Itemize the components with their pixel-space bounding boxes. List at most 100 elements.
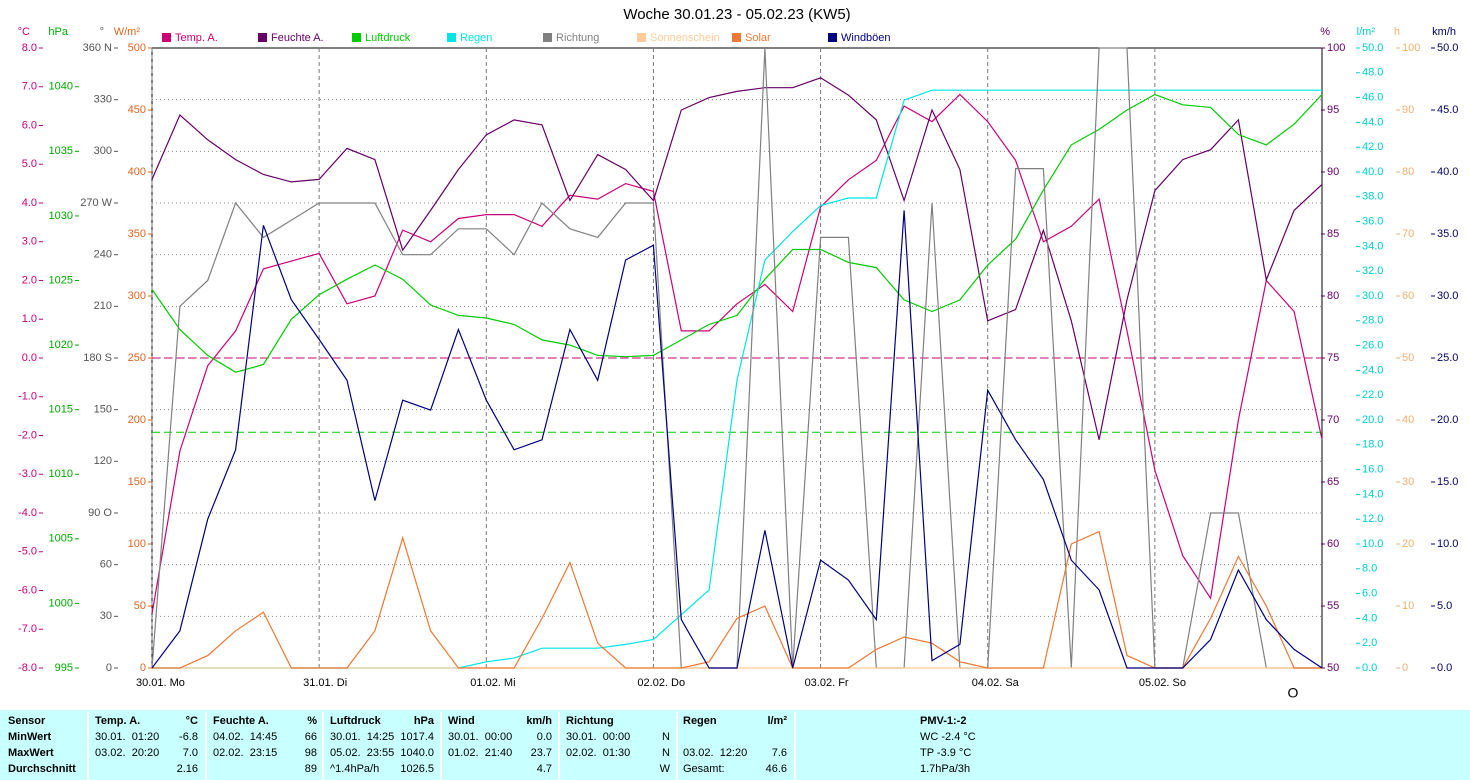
table-value: W: [660, 763, 671, 775]
y-tick-label: 20.0: [1362, 414, 1383, 426]
y-tick-label: 80: [1327, 290, 1339, 302]
legend-swatch: [543, 33, 552, 42]
x-tick-label: 04.02. Sa: [972, 677, 1020, 689]
x-tick-label: 31.01. Di: [303, 677, 347, 689]
y-tick-label: 38.0: [1362, 191, 1383, 203]
legend-label: Temp. A.: [175, 32, 218, 44]
y-tick-label: -5.0: [18, 546, 37, 558]
table-value: 98: [305, 747, 317, 759]
y-tick-label: 30.0: [1437, 290, 1458, 302]
y-tick-label: 60: [100, 559, 112, 571]
y-tick-label: 200: [128, 414, 146, 426]
y-tick-label: 450: [128, 104, 146, 116]
y-tick-label: 270 W: [80, 197, 112, 209]
y-tick-label: 42.0: [1362, 141, 1383, 153]
y-tick-label: 90: [1402, 104, 1414, 116]
legend-swatch: [828, 33, 837, 42]
y-tick-label: 60: [1402, 290, 1414, 302]
axis-unit: °C: [18, 26, 30, 38]
table-value: 89: [305, 763, 317, 775]
y-tick-label: 300: [94, 145, 112, 157]
table-value: 0.0: [537, 731, 552, 743]
y-tick-label: 1035: [49, 145, 73, 157]
y-tick-label: 150: [94, 404, 112, 416]
y-tick-label: 2.0: [1362, 637, 1377, 649]
y-tick-label: 32.0: [1362, 265, 1383, 277]
series-line: [151, 210, 1323, 669]
y-tick-label: 210: [94, 300, 112, 312]
table-time: 01.02. 21:40: [448, 747, 512, 759]
y-tick-label: 65: [1327, 476, 1339, 488]
y-tick-label: 8.0: [22, 42, 37, 54]
table-header: Wind: [448, 715, 475, 727]
y-tick-label: -7.0: [18, 623, 37, 635]
table-value: 1.7hPa/3h: [920, 763, 970, 775]
y-tick-label: 6.0: [1362, 588, 1377, 600]
y-tick-label: 40.0: [1362, 166, 1383, 178]
y-tick-label: 85: [1327, 228, 1339, 240]
table-time: 03.02. 20:20: [95, 747, 159, 759]
axis-unit: °: [100, 26, 104, 38]
y-tick-label: -2.0: [18, 429, 37, 441]
y-tick-label: 4.0: [22, 197, 37, 209]
y-tick-label: -1.0: [18, 391, 37, 403]
legend-label: Solar: [745, 32, 771, 44]
annotation: O: [1288, 685, 1299, 701]
table-time: 02.02. 23:15: [213, 747, 277, 759]
legend-label: Feuchte A.: [271, 32, 324, 44]
table-time: 30.01. 00:00: [566, 731, 630, 743]
y-tick-label: 240: [94, 249, 112, 261]
y-tick-label: 1020: [49, 339, 73, 351]
y-tick-label: 22.0: [1362, 389, 1383, 401]
table-value: 7.6: [772, 747, 787, 759]
y-tick-label: -6.0: [18, 584, 37, 596]
table-time: 30.01. 00:00: [448, 731, 512, 743]
table-row-label: MinWert: [8, 731, 52, 743]
y-tick-label: 25.0: [1437, 352, 1458, 364]
y-tick-label: 10.0: [1362, 538, 1383, 550]
y-tick-label: 5.0: [1437, 600, 1452, 612]
y-tick-label: 100: [1327, 42, 1345, 54]
y-tick-label: 14.0: [1362, 488, 1383, 500]
y-tick-label: 500: [128, 42, 146, 54]
y-tick-label: -4.0: [18, 507, 37, 519]
y-tick-label: 55: [1327, 600, 1339, 612]
y-tick-label: 1010: [49, 468, 73, 480]
table-header: Feuchte A.: [213, 715, 269, 727]
table-unit: l/m²: [767, 715, 787, 727]
legend-label: Luftdruck: [365, 32, 411, 44]
series-line: [151, 93, 1323, 614]
table-value: 7.0: [183, 747, 198, 759]
y-tick-label: 48.0: [1362, 67, 1383, 79]
y-tick-label: 10: [1402, 600, 1414, 612]
y-tick-label: 1040: [49, 81, 73, 93]
y-tick-label: -3.0: [18, 468, 37, 480]
chart-title: Woche 30.01.23 - 05.02.23 (KW5): [623, 6, 850, 23]
y-tick-label: 250: [128, 352, 146, 364]
y-tick-label: 95: [1327, 104, 1339, 116]
legend-swatch: [162, 33, 171, 42]
y-tick-label: 80: [1402, 166, 1414, 178]
table-time: 04.02. 14:45: [213, 731, 277, 743]
y-tick-label: 26.0: [1362, 340, 1383, 352]
y-tick-label: 8.0: [1362, 563, 1377, 575]
y-tick-label: -8.0: [18, 662, 37, 674]
table-time: 30.01. 01:20: [95, 731, 159, 743]
y-tick-label: 16.0: [1362, 464, 1383, 476]
y-tick-label: 45.0: [1437, 104, 1458, 116]
y-tick-label: 50.0: [1362, 42, 1383, 54]
series-line: [151, 77, 1323, 440]
table-time: 02.02. 01:30: [566, 747, 630, 759]
y-tick-label: 35.0: [1437, 228, 1458, 240]
table-value: 4.7: [537, 763, 552, 775]
table-value: WC -2.4 °C: [920, 731, 976, 743]
table-time: ^1.4hPa/h: [330, 763, 379, 775]
y-tick-label: 15.0: [1437, 476, 1458, 488]
y-tick-label: 400: [128, 166, 146, 178]
y-tick-label: 360 N: [83, 42, 112, 54]
y-tick-label: 30: [1402, 476, 1414, 488]
series-line: [152, 530, 1322, 669]
y-tick-label: 1030: [49, 210, 73, 222]
y-tick-label: 0.0: [1437, 662, 1452, 674]
y-tick-label: 24.0: [1362, 364, 1383, 376]
